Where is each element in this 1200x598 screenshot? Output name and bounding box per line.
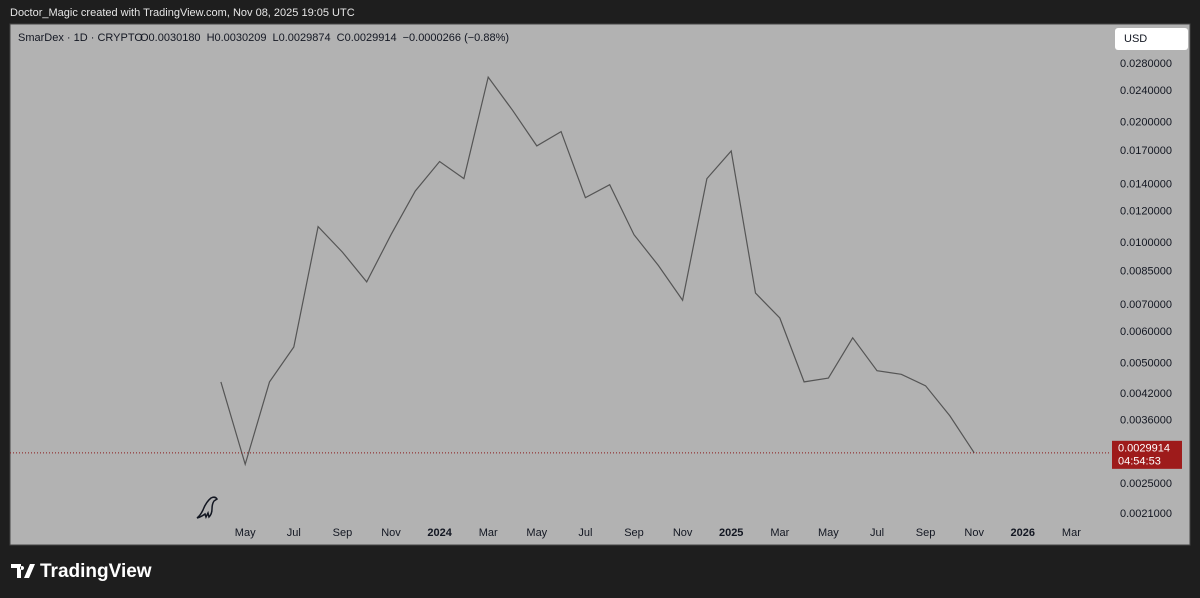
x-tick-label: Sep (333, 527, 353, 539)
y-tick-label: 0.0036000 (1120, 415, 1172, 427)
credit: Doctor_Magic created with TradingView.co… (10, 7, 355, 19)
currency-button[interactable] (1115, 28, 1188, 50)
x-tick-label: Nov (964, 527, 984, 539)
y-tick-label: 0.0120000 (1120, 205, 1172, 217)
x-tick-label: 2026 (1011, 527, 1035, 539)
y-tick-label: 0.0085000 (1120, 265, 1172, 277)
x-tick-label: May (235, 527, 256, 539)
last-price-box (1112, 440, 1182, 469)
y-tick-label: 0.0100000 (1120, 237, 1172, 249)
x-tick-label: Nov (673, 527, 693, 539)
x-tick-label: May (818, 527, 839, 539)
y-tick-label: 0.0140000 (1120, 179, 1172, 191)
x-tick-label: Sep (624, 527, 644, 539)
last-price-label: 0.0029914 (1118, 443, 1170, 455)
y-tick-label: 0.0170000 (1120, 145, 1172, 157)
y-tick-label: 0.0070000 (1120, 299, 1172, 311)
x-tick-label: Mar (770, 527, 789, 539)
y-tick-label: 0.0240000 (1120, 85, 1172, 97)
logo-icon (196, 496, 219, 519)
y-tick-label: 0.0060000 (1120, 326, 1172, 338)
price-line (220, 75, 975, 467)
ohlc-value: C0.0029914 (337, 32, 397, 44)
x-tick-label: 2024 (427, 527, 452, 539)
y-tick-label: 0.0050000 (1120, 357, 1172, 369)
ohlc-value: H0.0030209 (207, 32, 267, 44)
x-tick-label: May (526, 527, 547, 539)
x-tick-label: Jul (578, 527, 592, 539)
countdown: 04:54:53 (1118, 456, 1161, 468)
chart-area (9, 23, 1191, 546)
ohlc-value: O0.0030180 (140, 32, 201, 44)
y-tick-label: 0.0021000 (1120, 508, 1172, 520)
y-tick-label: 0.0280000 (1120, 58, 1172, 70)
x-tick-label: Jul (870, 527, 884, 539)
ohlc-value: L0.0029874 (273, 32, 331, 44)
brand: TradingView (40, 561, 152, 582)
x-tick-label: Jul (287, 527, 301, 539)
x-tick-label: Nov (381, 527, 401, 539)
y-tick-label: 0.0200000 (1120, 117, 1172, 129)
x-tick-label: Mar (479, 527, 498, 539)
x-tick-label: 2025 (719, 527, 743, 539)
brand-logo (11, 564, 35, 578)
currency[interactable]: USD (1124, 33, 1147, 45)
ohlc-value: −0.0000266 (−0.88%) (403, 32, 509, 44)
y-tick-label: 0.0025000 (1120, 478, 1172, 490)
symbol: SmarDex · 1D · CRYPTO (18, 32, 143, 44)
y-tick-label: 0.0042000 (1120, 388, 1172, 400)
x-tick-label: Sep (916, 527, 936, 539)
x-tick-label: Mar (1062, 527, 1081, 539)
